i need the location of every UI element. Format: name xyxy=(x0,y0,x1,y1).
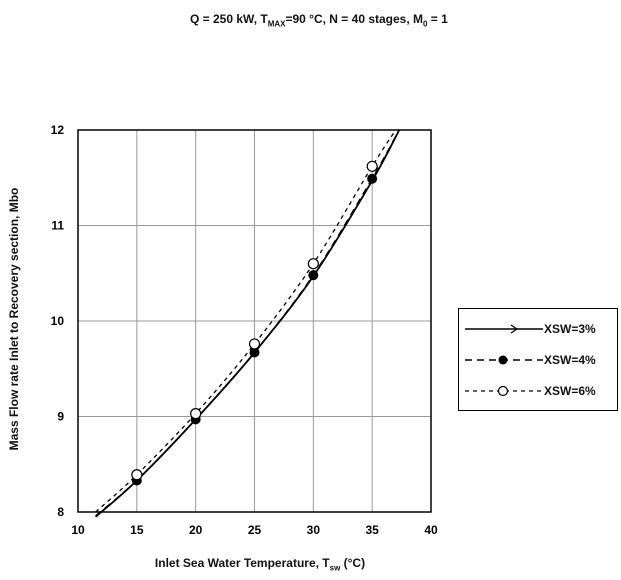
x-axis-label: Inlet Sea Water Temperature, Tsw (°C) xyxy=(70,556,450,572)
series-marker-2 xyxy=(190,408,202,420)
series-marker-1 xyxy=(367,173,378,184)
legend: XSW=3% XSW=4% XSW=6% xyxy=(458,308,618,411)
title-part-2: =90 °C, N = 40 stages, M xyxy=(285,12,424,26)
legend-swatch-xsw6 xyxy=(465,385,543,397)
x-tick-label: 20 xyxy=(189,523,203,537)
series-marker-1 xyxy=(308,270,319,281)
x-tick-label: 30 xyxy=(307,523,321,537)
y-tick-label: 11 xyxy=(51,219,64,233)
x-tick-label: 40 xyxy=(424,523,438,537)
title-sub-max: MAX xyxy=(267,19,286,29)
x-label-sub: sw xyxy=(329,563,341,573)
y-tick-label: 8 xyxy=(57,505,64,519)
series-marker-2 xyxy=(248,338,261,350)
x-tick-label: 15 xyxy=(130,523,144,537)
y-tick-label: 10 xyxy=(51,314,65,328)
legend-item-xsw3: XSW=3% xyxy=(459,319,619,339)
legend-item-xsw6: XSW=6% xyxy=(459,381,619,401)
y-axis-label: Mass Flow rate Inlet to Recovery section… xyxy=(7,187,21,451)
legend-label-xsw3: XSW=3% xyxy=(544,322,596,336)
y-tick-label: 9 xyxy=(57,410,64,424)
y-tick-label: 12 xyxy=(51,123,65,137)
chart-title: Q = 250 kW, TMAX=90 °C, N = 40 stages, M… xyxy=(190,12,448,28)
plot-frame xyxy=(77,129,432,513)
x-tick-label: 35 xyxy=(365,523,379,537)
marker-layer xyxy=(131,160,378,486)
tick-labels: 10 15 20 25 30 35 40 8 9 10 11 12 xyxy=(51,123,438,537)
x-tick-label: 25 xyxy=(248,523,262,537)
series-marker-1 xyxy=(249,347,260,358)
legend-item-xsw4: XSW=4% xyxy=(459,350,619,370)
title-sub-m: 0 xyxy=(423,19,428,29)
x-tick-label: 10 xyxy=(71,523,85,537)
legend-swatch-xsw3 xyxy=(465,324,543,334)
x-label-unit: (°C) xyxy=(340,556,366,570)
grid xyxy=(78,130,431,512)
x-label-text: Inlet Sea Water Temperature, T xyxy=(154,556,330,570)
series-line-0 xyxy=(95,129,401,518)
legend-label-xsw4: XSW=4% xyxy=(544,353,596,367)
legend-label-xsw6: XSW=6% xyxy=(544,384,596,398)
series-marker-2 xyxy=(307,258,319,270)
title-part-3: = 1 xyxy=(427,12,448,26)
series-marker-2 xyxy=(131,469,143,481)
series-marker-2 xyxy=(366,160,378,172)
series-line-1 xyxy=(95,129,400,517)
title-part-1: Q = 250 kW, T xyxy=(190,12,268,26)
series-layer xyxy=(95,129,401,518)
legend-swatch-xsw4 xyxy=(465,355,543,365)
